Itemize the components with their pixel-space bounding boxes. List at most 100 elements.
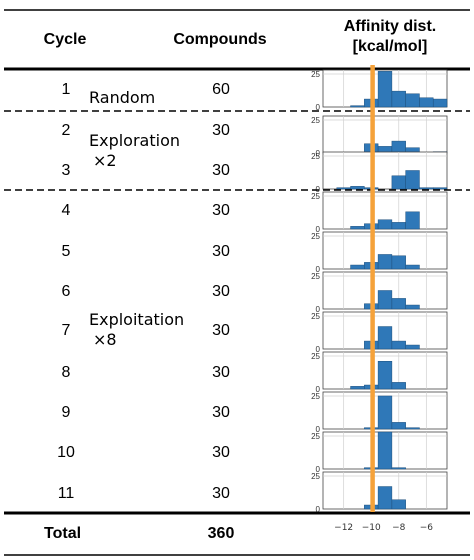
y-tick-label: 25 [311, 272, 320, 281]
compound-count: 30 [212, 202, 230, 219]
histogram-panel: 0 25 [311, 471, 448, 514]
compound-count: 30 [212, 485, 230, 502]
histogram-bar [391, 422, 406, 430]
histogram-bar [405, 264, 420, 270]
histogram-bar [391, 298, 406, 310]
histogram-bar [350, 386, 365, 390]
histogram-bar [391, 175, 406, 190]
histogram-bar [377, 219, 393, 230]
histogram-bar [405, 170, 420, 190]
cycle-number: 6 [61, 283, 71, 300]
y-tick-label: 25 [311, 116, 320, 125]
histogram-bar [391, 340, 406, 350]
compound-count: 30 [212, 243, 230, 260]
cycle-number: 7 [61, 322, 71, 339]
histogram-bar [377, 290, 393, 310]
y-tick-label: 0 [316, 265, 321, 274]
y-tick-label: 25 [311, 472, 320, 481]
histogram-bar [391, 90, 406, 108]
y-tick-label: 0 [316, 103, 321, 112]
cycle-number: 4 [61, 202, 71, 219]
y-tick-label: 25 [311, 392, 320, 401]
header-affinity-unit: [kcal/mol] [352, 38, 428, 55]
compound-count: 30 [212, 162, 230, 179]
phase-exploitation-label: Exploitation ×8 [89, 310, 184, 350]
header-compounds: Compounds [173, 31, 267, 48]
histogram-bar [432, 98, 448, 108]
histogram-bar [391, 467, 406, 470]
cycle-number: 1 [61, 81, 71, 98]
x-tick-label: −6 [420, 523, 434, 533]
y-tick-label: 0 [316, 505, 321, 514]
histogram-bar [377, 395, 393, 430]
cycle-number: 11 [57, 485, 75, 502]
y-tick-label: 0 [316, 305, 321, 314]
histogram-bar [377, 361, 393, 390]
histogram-bar [419, 187, 434, 190]
compound-count: 60 [212, 81, 230, 98]
cycle-number: 3 [61, 162, 71, 179]
y-tick-label: 0 [316, 345, 321, 354]
compound-count: 30 [212, 364, 230, 381]
y-tick-label: 25 [311, 152, 320, 161]
y-tick-label: 25 [311, 70, 320, 79]
histogram-panel: 0 25 [311, 431, 448, 474]
histogram-panel: 025 [311, 311, 448, 354]
phase-exploitation-name: Exploitation [89, 310, 185, 329]
cycle-number: 5 [61, 243, 71, 260]
histogram-bar [377, 254, 393, 270]
cycle-number: 2 [61, 122, 71, 139]
compound-count: 30 [212, 122, 230, 139]
y-tick-label: 0 [316, 385, 321, 394]
phase-exploration-name: Exploration [89, 131, 180, 150]
histogram-bar [405, 304, 420, 310]
histogram-bar [350, 264, 365, 270]
x-tick-label: −12 [334, 523, 353, 533]
compound-count: 30 [212, 404, 230, 421]
phase-exploration-multiplier: ×2 [93, 151, 117, 170]
cycle-number: 9 [61, 404, 71, 421]
histogram-panel: 0 25 [311, 351, 448, 394]
y-tick-label: 0 [316, 425, 321, 434]
histogram-bar [391, 140, 406, 154]
histogram-bar [391, 222, 406, 230]
x-tick-label: −8 [392, 523, 406, 533]
y-tick-label: 0 [316, 149, 321, 158]
histogram-bar [405, 427, 420, 430]
histogram-bar [405, 344, 420, 350]
histogram-bar [432, 187, 448, 190]
header-affinity: Affinity dist. [kcal/mol] [325, 17, 455, 57]
header-cycle: Cycle [43, 31, 87, 48]
histogram-bar [405, 93, 420, 108]
histogram-bar [405, 211, 420, 230]
histogram-bar [350, 186, 365, 190]
histogram-panel: 025 [311, 191, 448, 234]
cycle-number: 10 [57, 444, 75, 461]
histogram-bar [377, 431, 393, 470]
histogram-panel: 0 25 [311, 69, 448, 112]
phase-random-label: Random [89, 88, 156, 107]
compound-count: 30 [212, 444, 230, 461]
phase-exploitation-multiplier: ×8 [93, 330, 117, 349]
histogram-bar [350, 226, 365, 230]
cycle-number: 8 [61, 364, 71, 381]
histogram-bar [419, 97, 434, 108]
y-tick-label: 0 [316, 225, 321, 234]
total-label: Total [44, 525, 82, 542]
y-tick-label: 25 [311, 432, 320, 441]
histogram-bar [391, 499, 406, 510]
compound-count: 30 [212, 283, 230, 300]
x-tick-label: −10 [362, 523, 381, 533]
histogram-panel: 0 25 [311, 391, 448, 434]
header-affinity-line1: Affinity dist. [343, 18, 437, 35]
histogram-bar [377, 71, 393, 108]
histogram-panel: 025 [311, 151, 448, 194]
histogram-bar [350, 105, 365, 108]
histogram-panel: 025 [311, 231, 448, 274]
phase-exploration-label: Exploration ×2 [89, 131, 180, 171]
y-tick-label: 0 [316, 465, 321, 474]
histogram-bar [391, 382, 406, 390]
y-tick-label: 25 [311, 352, 320, 361]
histogram-bar [391, 255, 406, 270]
